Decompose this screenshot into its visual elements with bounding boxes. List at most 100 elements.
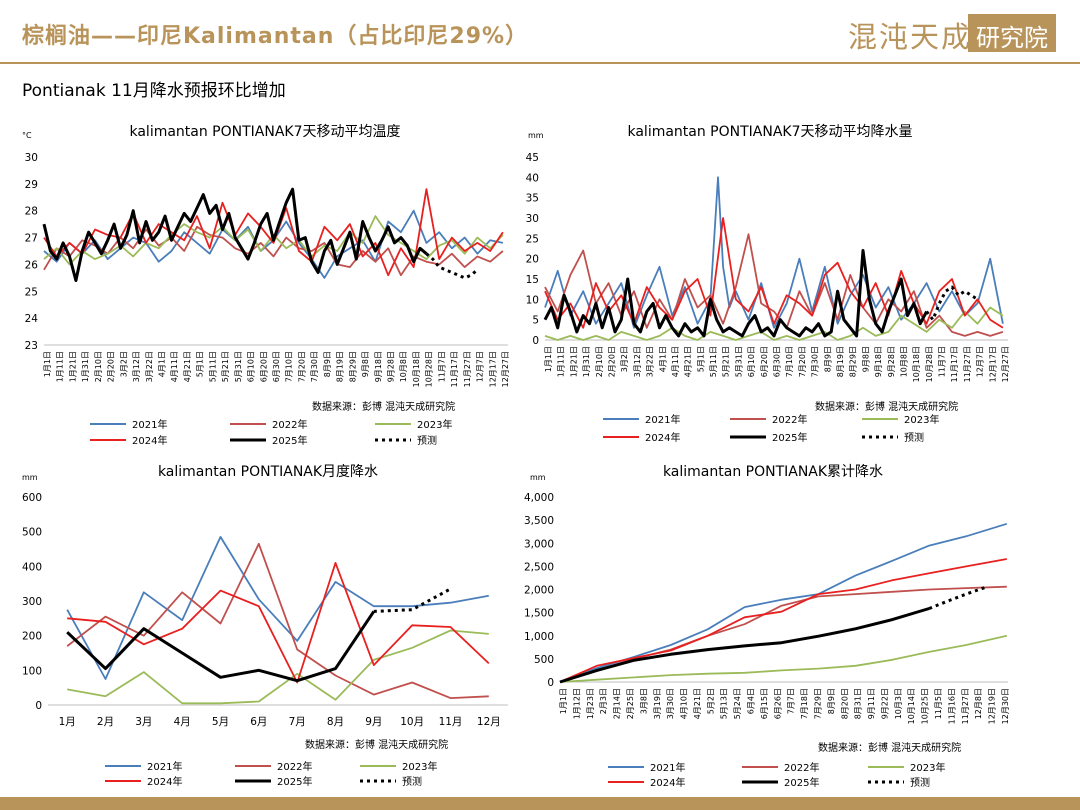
data-source-monthly: 数据来源：彭博 混沌天成研究院 [305, 738, 448, 751]
header-divider [0, 62, 1080, 64]
x-tick-label-temp: 11月27日 [463, 351, 472, 387]
x-tick-label-cumulative: 3月8日 [639, 688, 648, 714]
x-tick-label-temp: 3月12日 [132, 351, 141, 382]
x-tick-label-temp: 2月10日 [94, 351, 103, 382]
x-tick-label-rain7: 8月19日 [836, 346, 845, 377]
x-tick-label-rain7: 10月18日 [912, 346, 921, 382]
x-tick-label-monthly: 11月 [439, 716, 463, 728]
x-tick-label-monthly: 3月 [135, 716, 152, 728]
x-tick-label-cumulative: 8月20日 [840, 688, 849, 719]
data-source-temp: 数据来源：彭博 混沌天成研究院 [312, 400, 455, 413]
y-tick-label-rain7: 30 [526, 213, 539, 225]
legend-label-temp-forecast: 预测 [417, 434, 437, 447]
x-tick-label-temp: 1月11日 [56, 351, 65, 382]
x-tick-label-cumulative: 6月15日 [760, 688, 769, 719]
y-tick-label-monthly: 500 [22, 527, 42, 539]
chart-title-monthly: kalimantan PONTIANAK月度降水 [158, 464, 378, 480]
x-tick-label-temp: 4月11日 [170, 351, 179, 382]
x-tick-label-rain7: 7月10日 [785, 346, 794, 377]
x-tick-label-rain7: 4月21日 [684, 346, 693, 377]
legend-label-cumulative-forecast: 预测 [910, 776, 930, 789]
y-tick-label-cumulative: 2,500 [524, 561, 554, 573]
series-line-cumulative-s2022 [559, 585, 1007, 683]
y-tick-label-temp: 28 [25, 206, 38, 218]
x-tick-label-temp: 6月30日 [272, 351, 281, 382]
legend-label-temp-s2023: 2023年 [417, 418, 452, 431]
legend-label-rain7-s2022: 2022年 [772, 413, 807, 426]
series-line-monthly-forecast [373, 587, 452, 613]
chart-title-temp: kalimantan PONTIANAK7天移动平均温度 [129, 124, 400, 140]
x-tick-label-temp: 12月7日 [476, 351, 485, 382]
y-tick-label-cumulative: 1,000 [524, 631, 554, 643]
chart-title-cumulative: kalimantan PONTIANAK累计降水 [663, 464, 883, 480]
chart-unit-cumulative: mm [530, 473, 546, 482]
x-tick-label-rain7: 5月11日 [709, 346, 718, 377]
x-tick-label-cumulative: 9月22日 [880, 688, 889, 719]
x-tick-label-monthly: 6月 [250, 716, 267, 728]
x-tick-label-temp: 3月22日 [145, 351, 154, 382]
y-tick-label-temp: 30 [25, 152, 38, 164]
x-tick-label-rain7: 1月21日 [569, 346, 578, 377]
x-tick-label-cumulative: 10月25日 [921, 688, 930, 724]
x-tick-label-rain7: 8月29日 [849, 346, 858, 377]
x-tick-label-cumulative: 5月13日 [720, 688, 729, 719]
x-tick-label-temp: 4月1日 [158, 351, 167, 377]
series-line-rain7-s2023 [544, 306, 1004, 341]
x-tick-label-cumulative: 2月14日 [613, 688, 622, 719]
x-tick-label-rain7: 3月12日 [633, 346, 642, 377]
x-tick-label-cumulative: 8月31日 [854, 688, 863, 719]
series-line-monthly-s2023 [67, 629, 489, 705]
y-tick-label-cumulative: 500 [534, 654, 554, 666]
x-tick-label-cumulative: 4月10日 [680, 688, 689, 719]
x-tick-label-rain7: 6月10日 [747, 346, 756, 377]
series-line-temp-s2021 [43, 209, 504, 279]
x-tick-label-temp: 7月10日 [285, 351, 294, 382]
x-tick-label-cumulative: 1月12日 [572, 688, 581, 719]
slide-subtitle: Pontianak 11月降水预报环比增加 [22, 81, 286, 101]
x-tick-label-rain7: 7月30日 [811, 346, 820, 377]
x-tick-label-cumulative: 1月23日 [586, 688, 595, 719]
x-tick-label-rain7: 3月22日 [646, 346, 655, 377]
y-tick-label-cumulative: 0 [547, 677, 554, 689]
x-tick-label-rain7: 5月31日 [734, 346, 743, 377]
legend-label-temp-s2021: 2021年 [132, 418, 167, 431]
series-line-temp-s2025 [42, 187, 428, 282]
y-tick-label-rain7: 25 [526, 233, 539, 245]
y-tick-label-cumulative: 1,500 [524, 608, 554, 620]
legend-label-cumulative-s2022: 2022年 [784, 761, 819, 774]
x-tick-label-temp: 11月7日 [437, 351, 446, 382]
y-tick-label-monthly: 100 [22, 665, 42, 677]
x-tick-label-cumulative: 7月18日 [800, 688, 809, 719]
x-tick-label-temp: 10月8日 [399, 351, 408, 382]
data-source-cumulative: 数据来源：彭博 混沌天成研究院 [818, 741, 961, 754]
y-tick-label-temp: 23 [25, 340, 38, 352]
x-tick-label-temp: 12月27日 [501, 351, 510, 387]
x-tick-label-rain7: 9月8日 [861, 346, 870, 372]
x-tick-label-monthly: 5月 [212, 716, 229, 728]
chart-unit-temp: °C [22, 131, 32, 140]
chart-unit-monthly: mm [22, 473, 38, 482]
y-tick-label-rain7: 35 [526, 193, 539, 205]
series-line-monthly-s2022 [66, 542, 489, 699]
y-tick-label-temp: 27 [25, 233, 38, 245]
legend-label-rain7-s2024: 2024年 [645, 431, 680, 444]
brand-logo-box: 研究院 [968, 14, 1056, 52]
x-tick-label-monthly: 10月 [400, 716, 424, 728]
x-tick-label-cumulative: 12月19日 [988, 688, 997, 724]
x-tick-label-temp: 6月10日 [247, 351, 256, 382]
y-tick-label-rain7: 5 [532, 315, 539, 327]
chart-title-rain7: kalimantan PONTIANAK7天移动平均降水量 [627, 124, 912, 140]
x-tick-label-cumulative: 8月9日 [827, 688, 836, 714]
x-tick-label-rain7: 9月18日 [874, 346, 883, 377]
legend-label-monthly-forecast: 预测 [402, 775, 422, 788]
x-tick-label-cumulative: 4月21日 [693, 688, 702, 719]
x-tick-label-cumulative: 7月7日 [787, 688, 796, 714]
x-tick-label-rain7: 5月21日 [722, 346, 731, 377]
x-tick-label-temp: 7月30日 [310, 351, 319, 382]
legend-label-monthly-s2024: 2024年 [147, 775, 182, 788]
y-tick-label-temp: 25 [25, 286, 38, 298]
x-tick-label-temp: 9月8日 [361, 351, 370, 377]
y-tick-label-rain7: 10 [526, 294, 539, 306]
y-tick-label-rain7: 15 [526, 274, 539, 286]
